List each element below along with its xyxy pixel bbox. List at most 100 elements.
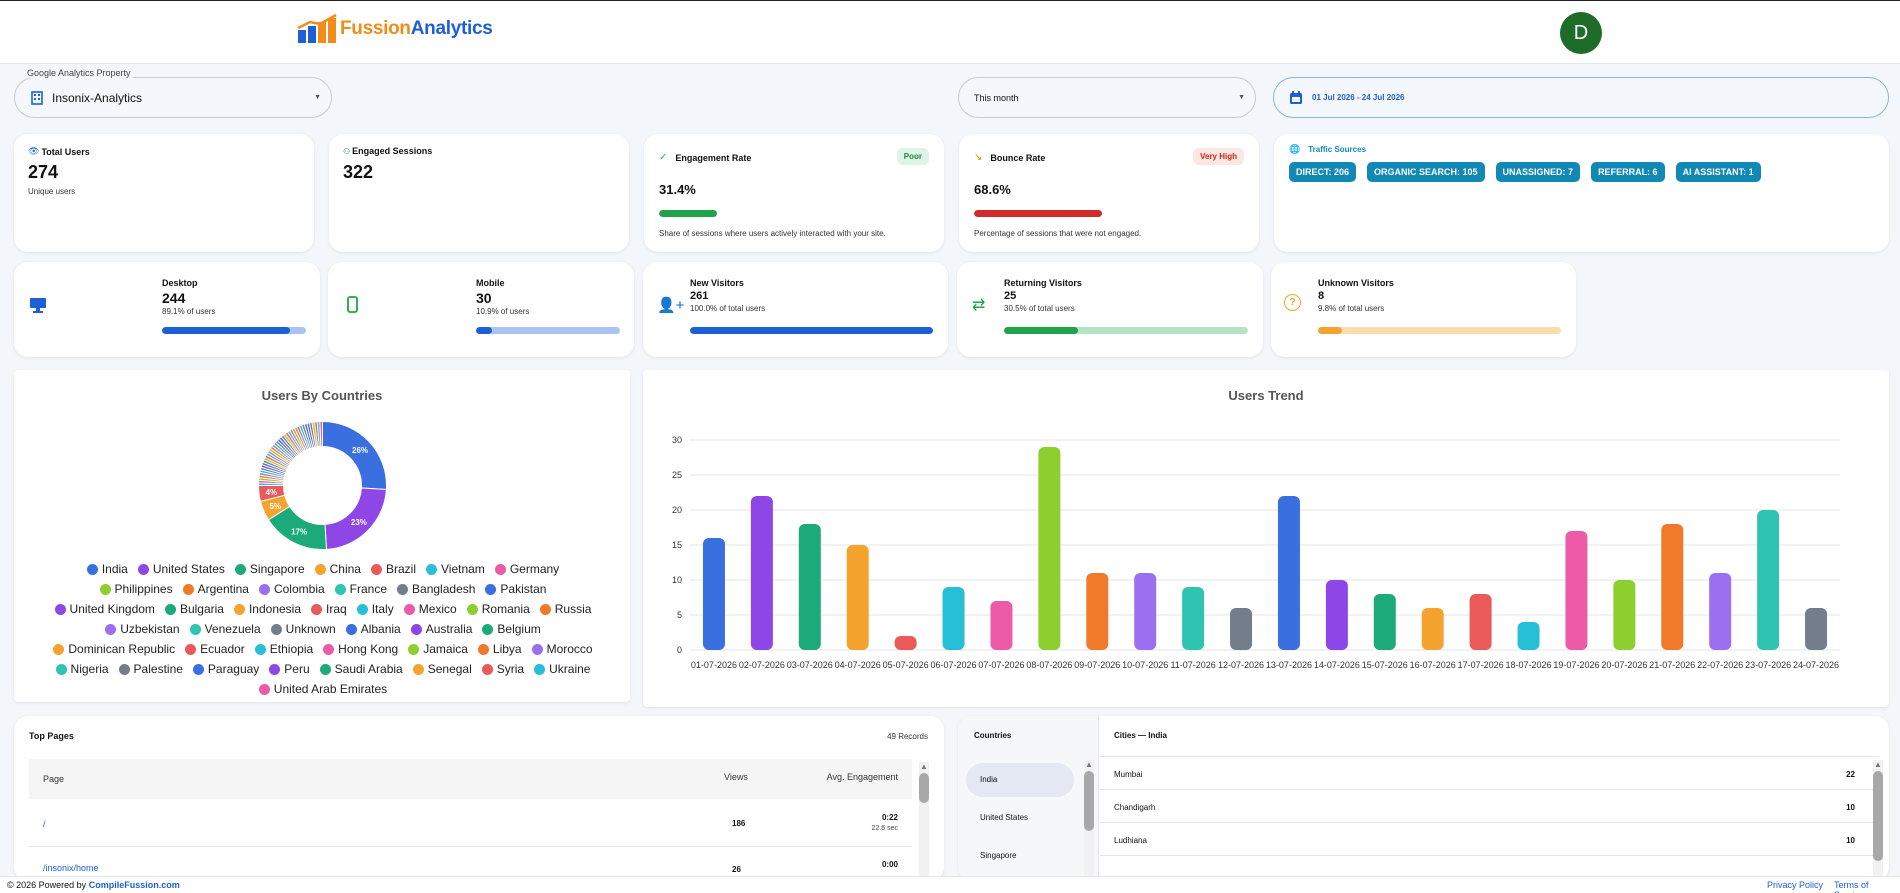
trend-bar[interactable] [1613, 580, 1636, 650]
legend-item[interactable]: Belgium [482, 622, 541, 636]
legend-item[interactable]: Indonesia [233, 602, 301, 616]
top-pages-scrollbar[interactable]: ▲ [919, 762, 929, 877]
legend-item[interactable]: Saudi Arabia [319, 662, 403, 676]
trend-bar[interactable] [1565, 531, 1588, 650]
trend-bar[interactable] [1182, 587, 1205, 650]
legend-item[interactable]: United States [137, 562, 225, 576]
legend-item[interactable]: Brazil [370, 562, 416, 576]
country-item-india[interactable]: India [966, 763, 1074, 797]
legend-item[interactable]: China [314, 562, 361, 576]
legend-item[interactable]: Vietnam [426, 562, 485, 576]
trend-bar[interactable] [1469, 594, 1492, 650]
scroll-thumb[interactable] [1873, 771, 1883, 861]
trend-bar[interactable] [1038, 447, 1061, 650]
scroll-up-icon[interactable]: ▲ [1874, 760, 1882, 769]
donut-slice[interactable] [322, 420, 387, 491]
trend-bar[interactable] [990, 601, 1013, 650]
terms-of-service-link[interactable]: Terms of Service [1834, 880, 1869, 893]
page-link[interactable]: / [43, 819, 46, 829]
legend-item[interactable]: Germany [494, 562, 559, 576]
legend-item[interactable]: Dominican Republic [53, 642, 175, 656]
legend-item[interactable]: Paraguay [192, 662, 259, 676]
property-select[interactable]: Insonix-Analytics ▼ [14, 77, 332, 118]
donut-slice[interactable] [319, 420, 323, 448]
legend-item[interactable]: United Arab Emirates [258, 682, 387, 696]
legend-item[interactable]: Bulgaria [164, 602, 224, 616]
legend-item[interactable]: France [334, 582, 387, 596]
trend-bar[interactable] [1709, 573, 1732, 650]
legend-item[interactable]: Singapore [234, 562, 305, 576]
scroll-up-icon[interactable]: ▲ [920, 762, 928, 771]
scroll-thumb[interactable] [919, 773, 929, 803]
trend-bar[interactable] [1805, 608, 1828, 650]
trend-bar[interactable] [750, 496, 773, 650]
trend-bar[interactable] [1230, 608, 1253, 650]
footer-brand-link[interactable]: CompileFussion.com [88, 880, 180, 890]
privacy-policy-link[interactable]: Privacy Policy [1767, 880, 1824, 890]
legend-item[interactable]: Colombia [258, 582, 325, 596]
legend-item[interactable]: United Kingdom [54, 602, 155, 616]
trend-bar[interactable] [1086, 573, 1109, 650]
legend-item[interactable]: Ukraine [534, 662, 590, 676]
trend-bar[interactable] [1325, 580, 1348, 650]
legend-item[interactable]: Peru [269, 662, 310, 676]
legend-item[interactable]: Jamaica [408, 642, 468, 656]
countries-scrollbar[interactable]: ▲ [1084, 760, 1094, 880]
city-row[interactable]: Ludhiana 10 [1100, 823, 1879, 856]
legend-item[interactable]: Hong Kong [323, 642, 398, 656]
trend-bar[interactable] [1277, 496, 1300, 650]
legend-item[interactable]: Venezuela [189, 622, 261, 636]
city-row[interactable]: Chandigarh 10 [1100, 790, 1879, 823]
trend-bar[interactable] [846, 545, 869, 650]
legend-item[interactable]: Argentina [182, 582, 249, 596]
legend-item[interactable]: Uzbekistan [105, 622, 180, 636]
legend-item[interactable]: Morocco [531, 642, 593, 656]
scroll-up-icon[interactable]: ▲ [1085, 760, 1093, 769]
trend-bar[interactable] [1661, 524, 1684, 650]
col-engagement-header[interactable]: Avg. Engagement [826, 772, 898, 782]
legend-item[interactable]: Pakistan [485, 582, 546, 596]
legend-item[interactable]: Romania [466, 602, 530, 616]
date-range-picker[interactable]: 01 Jul 2026 - 24 Jul 2026 [1273, 77, 1889, 118]
trend-bar[interactable] [1373, 594, 1396, 650]
page-engagement: 0:22 [881, 813, 898, 822]
legend-item[interactable]: Unknown [270, 622, 336, 636]
legend-item[interactable]: Italy [356, 602, 394, 616]
legend-item[interactable]: India [86, 562, 128, 576]
table-row[interactable]: / 186 0:22 22.6 sec [29, 799, 912, 847]
trend-bar[interactable] [702, 538, 725, 650]
legend-item[interactable]: Senegal [412, 662, 472, 676]
legend-item[interactable]: Philippines [99, 582, 173, 596]
legend-item[interactable]: Libya [477, 642, 522, 656]
legend-item[interactable]: Bangladesh [397, 582, 475, 596]
trend-bar[interactable] [798, 524, 821, 650]
trend-bar[interactable] [1421, 608, 1444, 650]
legend-item[interactable]: Palestine [118, 662, 183, 676]
country-item-united-states[interactable]: United States [980, 813, 1029, 822]
legend-item[interactable]: Russia [539, 602, 591, 616]
legend-item[interactable]: Iraq [311, 602, 347, 616]
col-views-header[interactable]: Views [724, 772, 748, 782]
trend-bar[interactable] [894, 636, 917, 650]
trend-bar[interactable] [1517, 622, 1540, 650]
trend-bar[interactable] [942, 587, 965, 650]
trend-bar[interactable] [1757, 510, 1780, 650]
legend-item[interactable]: Albania [345, 622, 401, 636]
legend-item[interactable]: Mexico [403, 602, 457, 616]
trend-bar[interactable] [1134, 573, 1157, 650]
period-select[interactable]: This month ▼ [958, 77, 1256, 118]
legend-item[interactable]: Ethiopia [254, 642, 313, 656]
city-row[interactable]: Mumbai 22 [1100, 757, 1879, 790]
country-item-singapore[interactable]: Singapore [980, 851, 1017, 860]
app-logo[interactable]: FussionAnalytics [296, 14, 493, 44]
legend-item[interactable]: Nigeria [55, 662, 109, 676]
cities-scrollbar[interactable]: ▲ [1873, 760, 1883, 880]
user-avatar[interactable]: D [1560, 12, 1602, 54]
table-row[interactable]: /insonix/home 26 0:00 [29, 848, 912, 878]
col-page-header[interactable]: Page [43, 774, 65, 784]
legend-item[interactable]: Ecuador [185, 642, 245, 656]
scroll-thumb[interactable] [1084, 771, 1094, 831]
page-link[interactable]: /insonix/home [43, 863, 99, 873]
legend-item[interactable]: Australia [410, 622, 472, 636]
legend-item[interactable]: Syria [481, 662, 524, 676]
